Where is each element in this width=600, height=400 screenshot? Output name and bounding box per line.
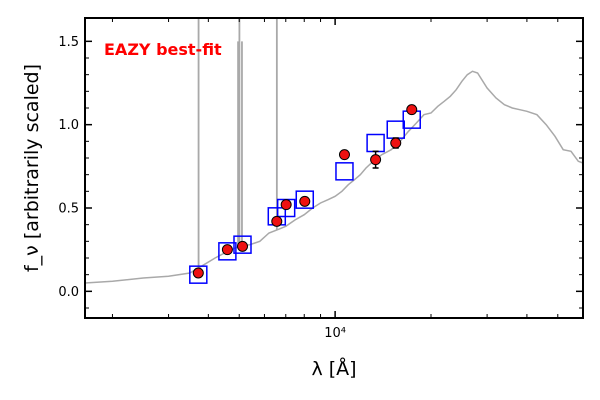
observed-flux-point [271, 215, 283, 227]
model-flux-box [366, 133, 385, 153]
observed-flux-point [406, 104, 418, 116]
observed-flux-point [280, 199, 292, 211]
x-tick-label: 10⁴ [324, 326, 346, 341]
axis-ticks: 0.0 0.5 1.0 1.5 10⁴ [58, 18, 584, 341]
plot-area [84, 18, 584, 284]
y-tick-label: 0.5 [58, 202, 79, 217]
x-axis-label: λ [Å] [311, 357, 356, 380]
model-flux-box [218, 242, 237, 261]
observed-flux-point [237, 240, 249, 252]
observed-flux-point [370, 154, 382, 166]
y-axis-label: f_ν [arbitrarily scaled] [21, 64, 43, 272]
observed-flux-point [390, 137, 402, 149]
model-flux-box [335, 162, 354, 181]
observed-flux-point [299, 195, 311, 207]
observed-flux-point [192, 267, 204, 279]
annotation-label: EAZY best-fit [104, 40, 222, 59]
plot-frame [84, 17, 584, 319]
model-flux-box [189, 265, 208, 284]
model-flux-box [295, 190, 315, 209]
y-tick-label: 1.0 [58, 118, 79, 133]
model-flux-box [233, 235, 252, 254]
model-flux-box [386, 120, 405, 139]
y-tick-label: 0.0 [58, 285, 79, 300]
observed-flux-point [338, 149, 350, 161]
y-tick-label: 1.5 [58, 35, 79, 50]
observed-flux-point [221, 244, 233, 256]
template-spectrum-line [84, 70, 584, 284]
